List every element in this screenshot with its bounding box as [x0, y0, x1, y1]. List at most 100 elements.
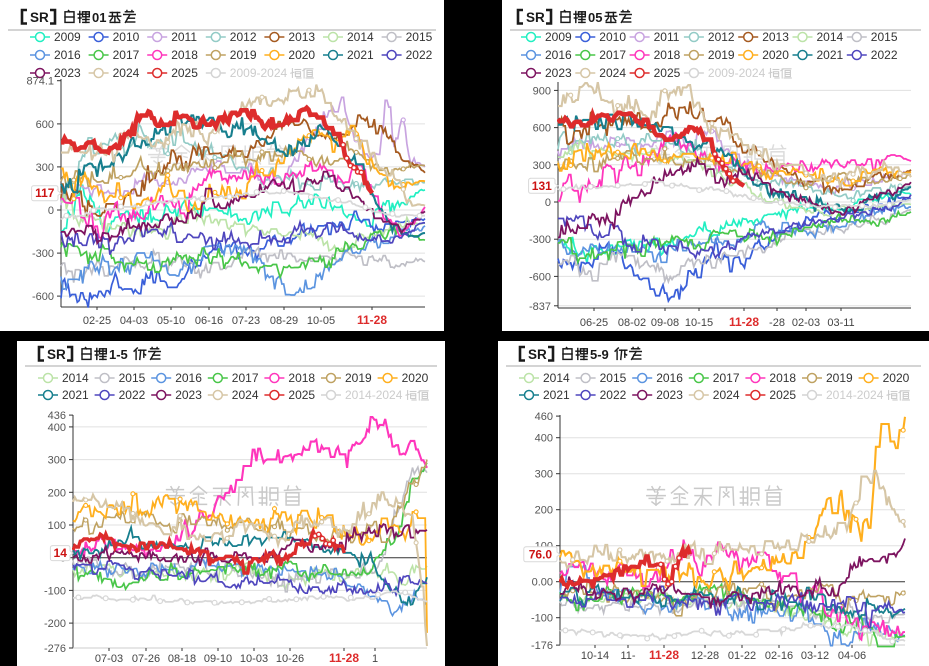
svg-text:14: 14 — [54, 546, 68, 560]
svg-text:400: 400 — [48, 422, 66, 434]
svg-text:2019: 2019 — [826, 371, 853, 385]
svg-text:2020: 2020 — [288, 48, 315, 62]
svg-text:2020: 2020 — [402, 371, 429, 385]
svg-text:200: 200 — [48, 487, 66, 499]
svg-text:2023: 2023 — [656, 388, 683, 402]
svg-text:2017: 2017 — [599, 48, 626, 62]
svg-text:2018: 2018 — [654, 48, 681, 62]
svg-text:400: 400 — [535, 433, 553, 445]
svg-text:300: 300 — [48, 455, 66, 467]
svg-text:2024: 2024 — [232, 388, 259, 402]
svg-text:2011: 2011 — [171, 30, 197, 44]
svg-text:2009-2024: 2009-2024 — [708, 66, 766, 80]
svg-text:2021: 2021 — [347, 48, 374, 62]
svg-text:08-29: 08-29 — [270, 315, 298, 327]
svg-text:2009-2024: 2009-2024 — [230, 66, 288, 80]
svg-text:07-26: 07-26 — [132, 653, 160, 665]
svg-text:09-10: 09-10 — [204, 653, 232, 665]
svg-text:0.00: 0.00 — [532, 577, 553, 589]
svg-text:2025: 2025 — [171, 66, 198, 80]
svg-text:5-9: 5-9 — [590, 347, 609, 362]
svg-text:-300: -300 — [32, 248, 54, 260]
svg-text:2022: 2022 — [871, 48, 898, 62]
svg-text:01: 01 — [92, 10, 106, 25]
svg-text:12-28: 12-28 — [691, 650, 719, 662]
svg-text:2020: 2020 — [883, 371, 910, 385]
svg-text:10-14: 10-14 — [581, 650, 609, 662]
svg-text:2022: 2022 — [119, 388, 146, 402]
svg-text:-600: -600 — [32, 291, 54, 303]
svg-text:300: 300 — [533, 160, 551, 172]
svg-text:2010: 2010 — [113, 30, 140, 44]
svg-text:2023: 2023 — [545, 66, 572, 80]
svg-text:2023: 2023 — [175, 388, 202, 402]
svg-text:SR: SR — [526, 10, 545, 25]
svg-text:2020: 2020 — [762, 48, 789, 62]
svg-text:2018: 2018 — [769, 371, 796, 385]
svg-text:2021: 2021 — [62, 388, 89, 402]
svg-text:02-16: 02-16 — [765, 650, 793, 662]
svg-text:2016: 2016 — [656, 371, 683, 385]
svg-text:2024: 2024 — [113, 66, 140, 80]
svg-text:-176: -176 — [531, 640, 553, 652]
svg-text:2014: 2014 — [817, 30, 844, 44]
svg-text:04-03: 04-03 — [120, 315, 148, 327]
svg-text:-600: -600 — [529, 271, 551, 283]
svg-text:2015: 2015 — [406, 30, 433, 44]
svg-text:-28: -28 — [769, 317, 785, 329]
svg-text:2025: 2025 — [654, 66, 681, 80]
svg-text:2014: 2014 — [62, 371, 89, 385]
svg-text:2019: 2019 — [345, 371, 372, 385]
svg-text:2015: 2015 — [600, 371, 627, 385]
svg-text:2015: 2015 — [119, 371, 146, 385]
svg-text:900: 900 — [533, 85, 551, 97]
svg-text:-276: -276 — [44, 643, 66, 655]
svg-text:07-23: 07-23 — [232, 315, 260, 327]
svg-text:2013: 2013 — [762, 30, 789, 44]
svg-text:SR: SR — [30, 10, 49, 25]
svg-text:100: 100 — [48, 520, 66, 532]
svg-text:10-15: 10-15 — [685, 317, 713, 329]
svg-text:11-28: 11-28 — [649, 648, 679, 662]
svg-text:-300: -300 — [529, 234, 551, 246]
svg-text:2011: 2011 — [654, 30, 680, 44]
svg-text:2012: 2012 — [708, 30, 735, 44]
svg-text:2014: 2014 — [347, 30, 374, 44]
svg-text:200: 200 — [535, 505, 553, 517]
svg-text:02-03: 02-03 — [792, 317, 820, 329]
svg-text:2017: 2017 — [113, 48, 140, 62]
svg-text:1-5: 1-5 — [109, 347, 128, 362]
svg-text:04-06: 04-06 — [838, 650, 866, 662]
svg-text:10-03: 10-03 — [240, 653, 268, 665]
svg-text:11-28: 11-28 — [357, 313, 387, 327]
svg-text:0: 0 — [48, 205, 54, 217]
svg-text:2016: 2016 — [54, 48, 81, 62]
svg-text:SR: SR — [47, 347, 66, 362]
svg-text:2024: 2024 — [713, 388, 740, 402]
svg-text:03-11: 03-11 — [827, 317, 854, 329]
svg-text:10-26: 10-26 — [276, 653, 304, 665]
svg-text:0: 0 — [545, 197, 551, 209]
svg-text:600: 600 — [36, 119, 54, 131]
svg-text:-837: -837 — [529, 301, 551, 313]
svg-text:2013: 2013 — [288, 30, 315, 44]
svg-text:436: 436 — [48, 410, 66, 422]
svg-text:2022: 2022 — [600, 388, 627, 402]
svg-text:2022: 2022 — [406, 48, 433, 62]
svg-text:2017: 2017 — [232, 371, 259, 385]
svg-text:08-18: 08-18 — [168, 653, 196, 665]
svg-text:01-22: 01-22 — [728, 650, 756, 662]
svg-text:2025: 2025 — [769, 388, 796, 402]
svg-text:2025: 2025 — [288, 388, 315, 402]
svg-text:2014-2024: 2014-2024 — [826, 388, 884, 402]
svg-text:07-03: 07-03 — [95, 653, 123, 665]
svg-text:-200: -200 — [44, 618, 66, 630]
svg-text:600: 600 — [533, 123, 551, 135]
svg-text:05-10: 05-10 — [157, 315, 185, 327]
svg-text:2015: 2015 — [871, 30, 898, 44]
svg-text:2009: 2009 — [54, 30, 81, 44]
svg-text:131: 131 — [532, 179, 552, 193]
svg-text:2014: 2014 — [543, 371, 570, 385]
svg-text:2023: 2023 — [54, 66, 81, 80]
svg-text:2021: 2021 — [817, 48, 844, 62]
